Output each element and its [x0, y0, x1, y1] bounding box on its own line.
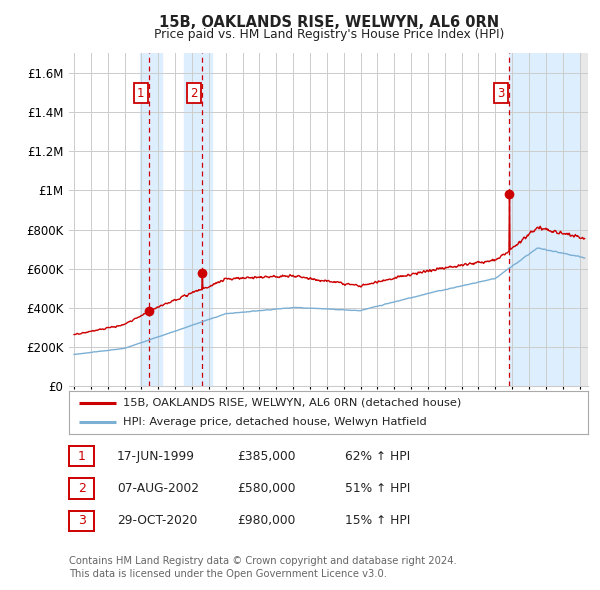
Text: 62% ↑ HPI: 62% ↑ HPI: [345, 450, 410, 463]
Bar: [184, 53, 212, 386]
Text: 3: 3: [77, 514, 86, 527]
Text: 07-AUG-2002: 07-AUG-2002: [117, 482, 199, 495]
Text: 15B, OAKLANDS RISE, WELWYN, AL6 0RN: 15B, OAKLANDS RISE, WELWYN, AL6 0RN: [159, 15, 499, 30]
Bar: [140, 53, 161, 386]
Text: 15% ↑ HPI: 15% ↑ HPI: [345, 514, 410, 527]
Text: £385,000: £385,000: [237, 450, 296, 463]
Text: Price paid vs. HM Land Registry's House Price Index (HPI): Price paid vs. HM Land Registry's House …: [154, 28, 504, 41]
Text: 2: 2: [77, 482, 86, 495]
Text: 51% ↑ HPI: 51% ↑ HPI: [345, 482, 410, 495]
Text: 1: 1: [137, 87, 145, 100]
Text: £580,000: £580,000: [237, 482, 296, 495]
Text: Contains HM Land Registry data © Crown copyright and database right 2024.: Contains HM Land Registry data © Crown c…: [69, 556, 457, 566]
Text: This data is licensed under the Open Government Licence v3.0.: This data is licensed under the Open Gov…: [69, 569, 387, 579]
Text: £980,000: £980,000: [237, 514, 295, 527]
Text: HPI: Average price, detached house, Welwyn Hatfield: HPI: Average price, detached house, Welw…: [124, 417, 427, 427]
Bar: [580, 53, 588, 386]
Text: 1: 1: [77, 450, 86, 463]
Text: 29-OCT-2020: 29-OCT-2020: [117, 514, 197, 527]
Text: 17-JUN-1999: 17-JUN-1999: [117, 450, 195, 463]
Text: 3: 3: [497, 87, 505, 100]
Text: 15B, OAKLANDS RISE, WELWYN, AL6 0RN (detached house): 15B, OAKLANDS RISE, WELWYN, AL6 0RN (det…: [124, 398, 462, 408]
Text: 2: 2: [190, 87, 197, 100]
Bar: [509, 53, 588, 386]
